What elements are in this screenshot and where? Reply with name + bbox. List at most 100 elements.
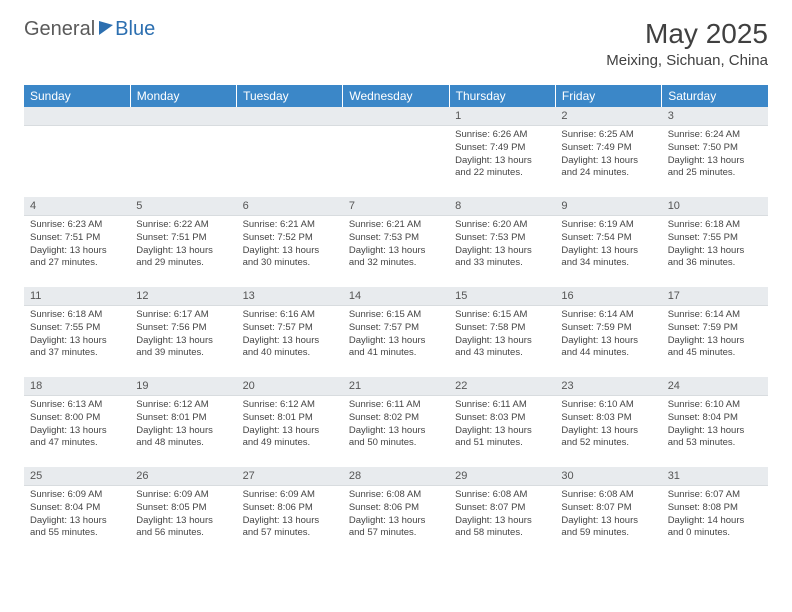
calendar-day-cell: 17Sunrise: 6:14 AMSunset: 7:59 PMDayligh… bbox=[662, 287, 768, 377]
day-body-empty bbox=[237, 126, 343, 135]
calendar-day-cell: 16Sunrise: 6:14 AMSunset: 7:59 PMDayligh… bbox=[555, 287, 661, 377]
day-body: Sunrise: 6:18 AMSunset: 7:55 PMDaylight:… bbox=[662, 216, 768, 276]
day-body: Sunrise: 6:07 AMSunset: 8:08 PMDaylight:… bbox=[662, 486, 768, 546]
day-number: 28 bbox=[343, 467, 449, 486]
calendar-day-cell: 20Sunrise: 6:12 AMSunset: 8:01 PMDayligh… bbox=[237, 377, 343, 467]
day-body: Sunrise: 6:20 AMSunset: 7:53 PMDaylight:… bbox=[449, 216, 555, 276]
day-body-empty bbox=[130, 126, 236, 135]
calendar-week-row: 1Sunrise: 6:26 AMSunset: 7:49 PMDaylight… bbox=[24, 107, 768, 197]
day-number: 14 bbox=[343, 287, 449, 306]
calendar-day-cell: 11Sunrise: 6:18 AMSunset: 7:55 PMDayligh… bbox=[24, 287, 130, 377]
day-body: Sunrise: 6:26 AMSunset: 7:49 PMDaylight:… bbox=[449, 126, 555, 186]
day-body-empty bbox=[24, 126, 130, 135]
day-number: 6 bbox=[237, 197, 343, 216]
day-number: 3 bbox=[662, 107, 768, 126]
day-body-empty bbox=[343, 126, 449, 135]
calendar-week-row: 25Sunrise: 6:09 AMSunset: 8:04 PMDayligh… bbox=[24, 467, 768, 557]
calendar-day-cell: 9Sunrise: 6:19 AMSunset: 7:54 PMDaylight… bbox=[555, 197, 661, 287]
day-body: Sunrise: 6:13 AMSunset: 8:00 PMDaylight:… bbox=[24, 396, 130, 456]
day-number: 2 bbox=[555, 107, 661, 126]
day-number: 13 bbox=[237, 287, 343, 306]
calendar-day-cell: 14Sunrise: 6:15 AMSunset: 7:57 PMDayligh… bbox=[343, 287, 449, 377]
weekday-header: Tuesday bbox=[237, 85, 343, 107]
calendar-week-row: 11Sunrise: 6:18 AMSunset: 7:55 PMDayligh… bbox=[24, 287, 768, 377]
day-number: 31 bbox=[662, 467, 768, 486]
day-number: 30 bbox=[555, 467, 661, 486]
calendar-day-cell: 24Sunrise: 6:10 AMSunset: 8:04 PMDayligh… bbox=[662, 377, 768, 467]
weekday-header: Saturday bbox=[662, 85, 768, 107]
weekday-header: Thursday bbox=[449, 85, 555, 107]
calendar-body: 1Sunrise: 6:26 AMSunset: 7:49 PMDaylight… bbox=[24, 107, 768, 557]
day-number: 23 bbox=[555, 377, 661, 396]
weekday-header: Friday bbox=[555, 85, 661, 107]
sail-icon bbox=[99, 21, 113, 35]
day-body: Sunrise: 6:12 AMSunset: 8:01 PMDaylight:… bbox=[237, 396, 343, 456]
day-body: Sunrise: 6:10 AMSunset: 8:04 PMDaylight:… bbox=[662, 396, 768, 456]
day-number: 26 bbox=[130, 467, 236, 486]
calendar-day-cell: 5Sunrise: 6:22 AMSunset: 7:51 PMDaylight… bbox=[130, 197, 236, 287]
weekday-header-row: SundayMondayTuesdayWednesdayThursdayFrid… bbox=[24, 85, 768, 107]
day-body: Sunrise: 6:22 AMSunset: 7:51 PMDaylight:… bbox=[130, 216, 236, 276]
day-body: Sunrise: 6:21 AMSunset: 7:52 PMDaylight:… bbox=[237, 216, 343, 276]
calendar-day-cell: 3Sunrise: 6:24 AMSunset: 7:50 PMDaylight… bbox=[662, 107, 768, 197]
day-number: 7 bbox=[343, 197, 449, 216]
calendar-day-cell: 10Sunrise: 6:18 AMSunset: 7:55 PMDayligh… bbox=[662, 197, 768, 287]
calendar-day-cell: 8Sunrise: 6:20 AMSunset: 7:53 PMDaylight… bbox=[449, 197, 555, 287]
day-body: Sunrise: 6:09 AMSunset: 8:05 PMDaylight:… bbox=[130, 486, 236, 546]
location: Meixing, Sichuan, China bbox=[606, 52, 768, 69]
day-body: Sunrise: 6:19 AMSunset: 7:54 PMDaylight:… bbox=[555, 216, 661, 276]
calendar-day-cell: 26Sunrise: 6:09 AMSunset: 8:05 PMDayligh… bbox=[130, 467, 236, 557]
day-body: Sunrise: 6:14 AMSunset: 7:59 PMDaylight:… bbox=[662, 306, 768, 366]
brand-part2: Blue bbox=[115, 18, 155, 41]
title-block: May 2025 Meixing, Sichuan, China bbox=[606, 18, 768, 69]
calendar-table: SundayMondayTuesdayWednesdayThursdayFrid… bbox=[24, 85, 768, 557]
day-number: 8 bbox=[449, 197, 555, 216]
day-number: 20 bbox=[237, 377, 343, 396]
calendar-day-cell: 4Sunrise: 6:23 AMSunset: 7:51 PMDaylight… bbox=[24, 197, 130, 287]
day-body: Sunrise: 6:23 AMSunset: 7:51 PMDaylight:… bbox=[24, 216, 130, 276]
day-number: 4 bbox=[24, 197, 130, 216]
calendar-day-cell: 15Sunrise: 6:15 AMSunset: 7:58 PMDayligh… bbox=[449, 287, 555, 377]
day-number-empty bbox=[24, 107, 130, 126]
calendar-day-cell: 18Sunrise: 6:13 AMSunset: 8:00 PMDayligh… bbox=[24, 377, 130, 467]
calendar-day-cell bbox=[237, 107, 343, 197]
calendar-week-row: 4Sunrise: 6:23 AMSunset: 7:51 PMDaylight… bbox=[24, 197, 768, 287]
day-body: Sunrise: 6:10 AMSunset: 8:03 PMDaylight:… bbox=[555, 396, 661, 456]
calendar-day-cell: 6Sunrise: 6:21 AMSunset: 7:52 PMDaylight… bbox=[237, 197, 343, 287]
day-number-empty bbox=[343, 107, 449, 126]
day-number: 24 bbox=[662, 377, 768, 396]
calendar-day-cell: 29Sunrise: 6:08 AMSunset: 8:07 PMDayligh… bbox=[449, 467, 555, 557]
day-number: 29 bbox=[449, 467, 555, 486]
day-number: 25 bbox=[24, 467, 130, 486]
calendar-day-cell bbox=[24, 107, 130, 197]
day-number: 16 bbox=[555, 287, 661, 306]
day-number-empty bbox=[237, 107, 343, 126]
day-number: 19 bbox=[130, 377, 236, 396]
calendar-day-cell: 21Sunrise: 6:11 AMSunset: 8:02 PMDayligh… bbox=[343, 377, 449, 467]
day-body: Sunrise: 6:21 AMSunset: 7:53 PMDaylight:… bbox=[343, 216, 449, 276]
calendar-day-cell bbox=[130, 107, 236, 197]
day-number: 22 bbox=[449, 377, 555, 396]
calendar-week-row: 18Sunrise: 6:13 AMSunset: 8:00 PMDayligh… bbox=[24, 377, 768, 467]
day-body: Sunrise: 6:09 AMSunset: 8:04 PMDaylight:… bbox=[24, 486, 130, 546]
header: General Blue May 2025 Meixing, Sichuan, … bbox=[24, 18, 768, 69]
day-body: Sunrise: 6:11 AMSunset: 8:03 PMDaylight:… bbox=[449, 396, 555, 456]
day-number: 5 bbox=[130, 197, 236, 216]
weekday-header: Wednesday bbox=[343, 85, 449, 107]
brand-logo: General Blue bbox=[24, 18, 155, 41]
day-body: Sunrise: 6:15 AMSunset: 7:57 PMDaylight:… bbox=[343, 306, 449, 366]
day-body: Sunrise: 6:18 AMSunset: 7:55 PMDaylight:… bbox=[24, 306, 130, 366]
calendar-day-cell: 12Sunrise: 6:17 AMSunset: 7:56 PMDayligh… bbox=[130, 287, 236, 377]
month-title: May 2025 bbox=[606, 18, 768, 50]
day-number: 10 bbox=[662, 197, 768, 216]
day-body: Sunrise: 6:12 AMSunset: 8:01 PMDaylight:… bbox=[130, 396, 236, 456]
calendar-day-cell: 30Sunrise: 6:08 AMSunset: 8:07 PMDayligh… bbox=[555, 467, 661, 557]
day-number: 27 bbox=[237, 467, 343, 486]
day-number: 9 bbox=[555, 197, 661, 216]
day-body: Sunrise: 6:24 AMSunset: 7:50 PMDaylight:… bbox=[662, 126, 768, 186]
day-body: Sunrise: 6:17 AMSunset: 7:56 PMDaylight:… bbox=[130, 306, 236, 366]
calendar-day-cell: 22Sunrise: 6:11 AMSunset: 8:03 PMDayligh… bbox=[449, 377, 555, 467]
day-body: Sunrise: 6:16 AMSunset: 7:57 PMDaylight:… bbox=[237, 306, 343, 366]
day-body: Sunrise: 6:25 AMSunset: 7:49 PMDaylight:… bbox=[555, 126, 661, 186]
calendar-day-cell: 2Sunrise: 6:25 AMSunset: 7:49 PMDaylight… bbox=[555, 107, 661, 197]
